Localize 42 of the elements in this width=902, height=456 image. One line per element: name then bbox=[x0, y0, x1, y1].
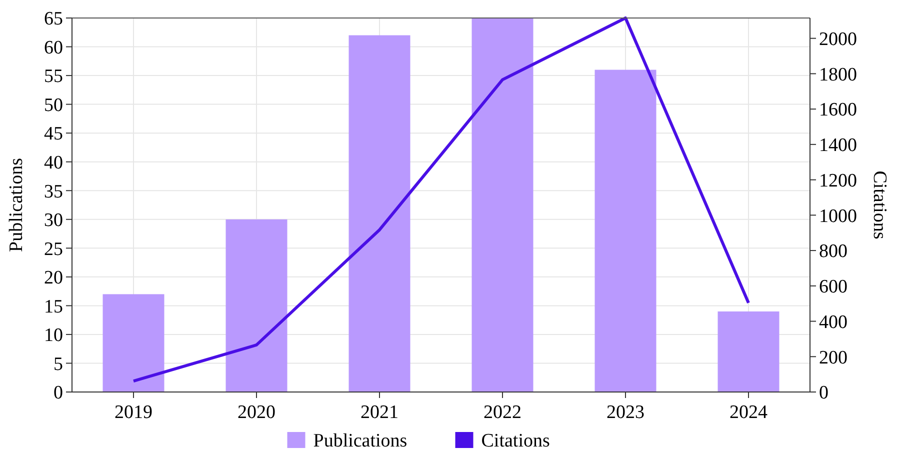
y-tick-label: 30 bbox=[44, 210, 63, 232]
bar bbox=[718, 311, 780, 392]
y-tick-label: 15 bbox=[44, 296, 63, 318]
x-tick-label: 2023 bbox=[606, 402, 644, 423]
x-tick-label: 2021 bbox=[360, 402, 398, 423]
bar bbox=[348, 35, 410, 392]
x-tick-label: 2024 bbox=[730, 402, 768, 423]
y2-tick-label: 800 bbox=[819, 241, 848, 262]
y2-axis-title: Citations bbox=[869, 170, 890, 240]
y-tick-label: 5 bbox=[54, 354, 63, 375]
x-tick-label: 2022 bbox=[484, 402, 522, 423]
x-tick-label: 2020 bbox=[238, 402, 276, 423]
y2-tick-label: 1400 bbox=[819, 135, 857, 156]
y-tick-label: 55 bbox=[44, 66, 63, 88]
bar bbox=[226, 219, 288, 392]
x-tick-label: 2019 bbox=[114, 402, 152, 423]
y-tick-label: 20 bbox=[44, 268, 63, 289]
y2-tick-label: 600 bbox=[819, 276, 848, 298]
y-tick-label: 50 bbox=[44, 94, 63, 116]
y-tick-label: 35 bbox=[44, 181, 63, 202]
legend-label: Publications bbox=[313, 430, 408, 452]
y-tick-label: 0 bbox=[54, 382, 63, 404]
y2-tick-label: 400 bbox=[819, 312, 848, 333]
line-series bbox=[132, 16, 750, 383]
y2-tick-label: 1600 bbox=[819, 100, 857, 121]
bar bbox=[472, 18, 534, 392]
y2-tick-label: 2000 bbox=[819, 28, 857, 50]
y2-tick-label: 1000 bbox=[819, 206, 857, 227]
y-tick-label: 45 bbox=[44, 124, 63, 145]
bar bbox=[594, 70, 656, 392]
y-tick-label: 25 bbox=[44, 238, 63, 260]
y2-tick-label: 0 bbox=[819, 382, 828, 404]
y-axis-title: Publications bbox=[6, 158, 27, 252]
bar bbox=[102, 294, 164, 392]
y-tick-label: 40 bbox=[44, 152, 63, 174]
y2-tick-label: 200 bbox=[819, 347, 848, 368]
y2-tick-label: 1200 bbox=[819, 170, 857, 192]
y-tick-label: 10 bbox=[44, 325, 63, 346]
y2-tick-label: 1800 bbox=[819, 64, 857, 86]
y-tick-label: 65 bbox=[44, 8, 63, 30]
y-tick-label: 60 bbox=[44, 37, 63, 58]
legend-label: Citations bbox=[481, 430, 550, 452]
